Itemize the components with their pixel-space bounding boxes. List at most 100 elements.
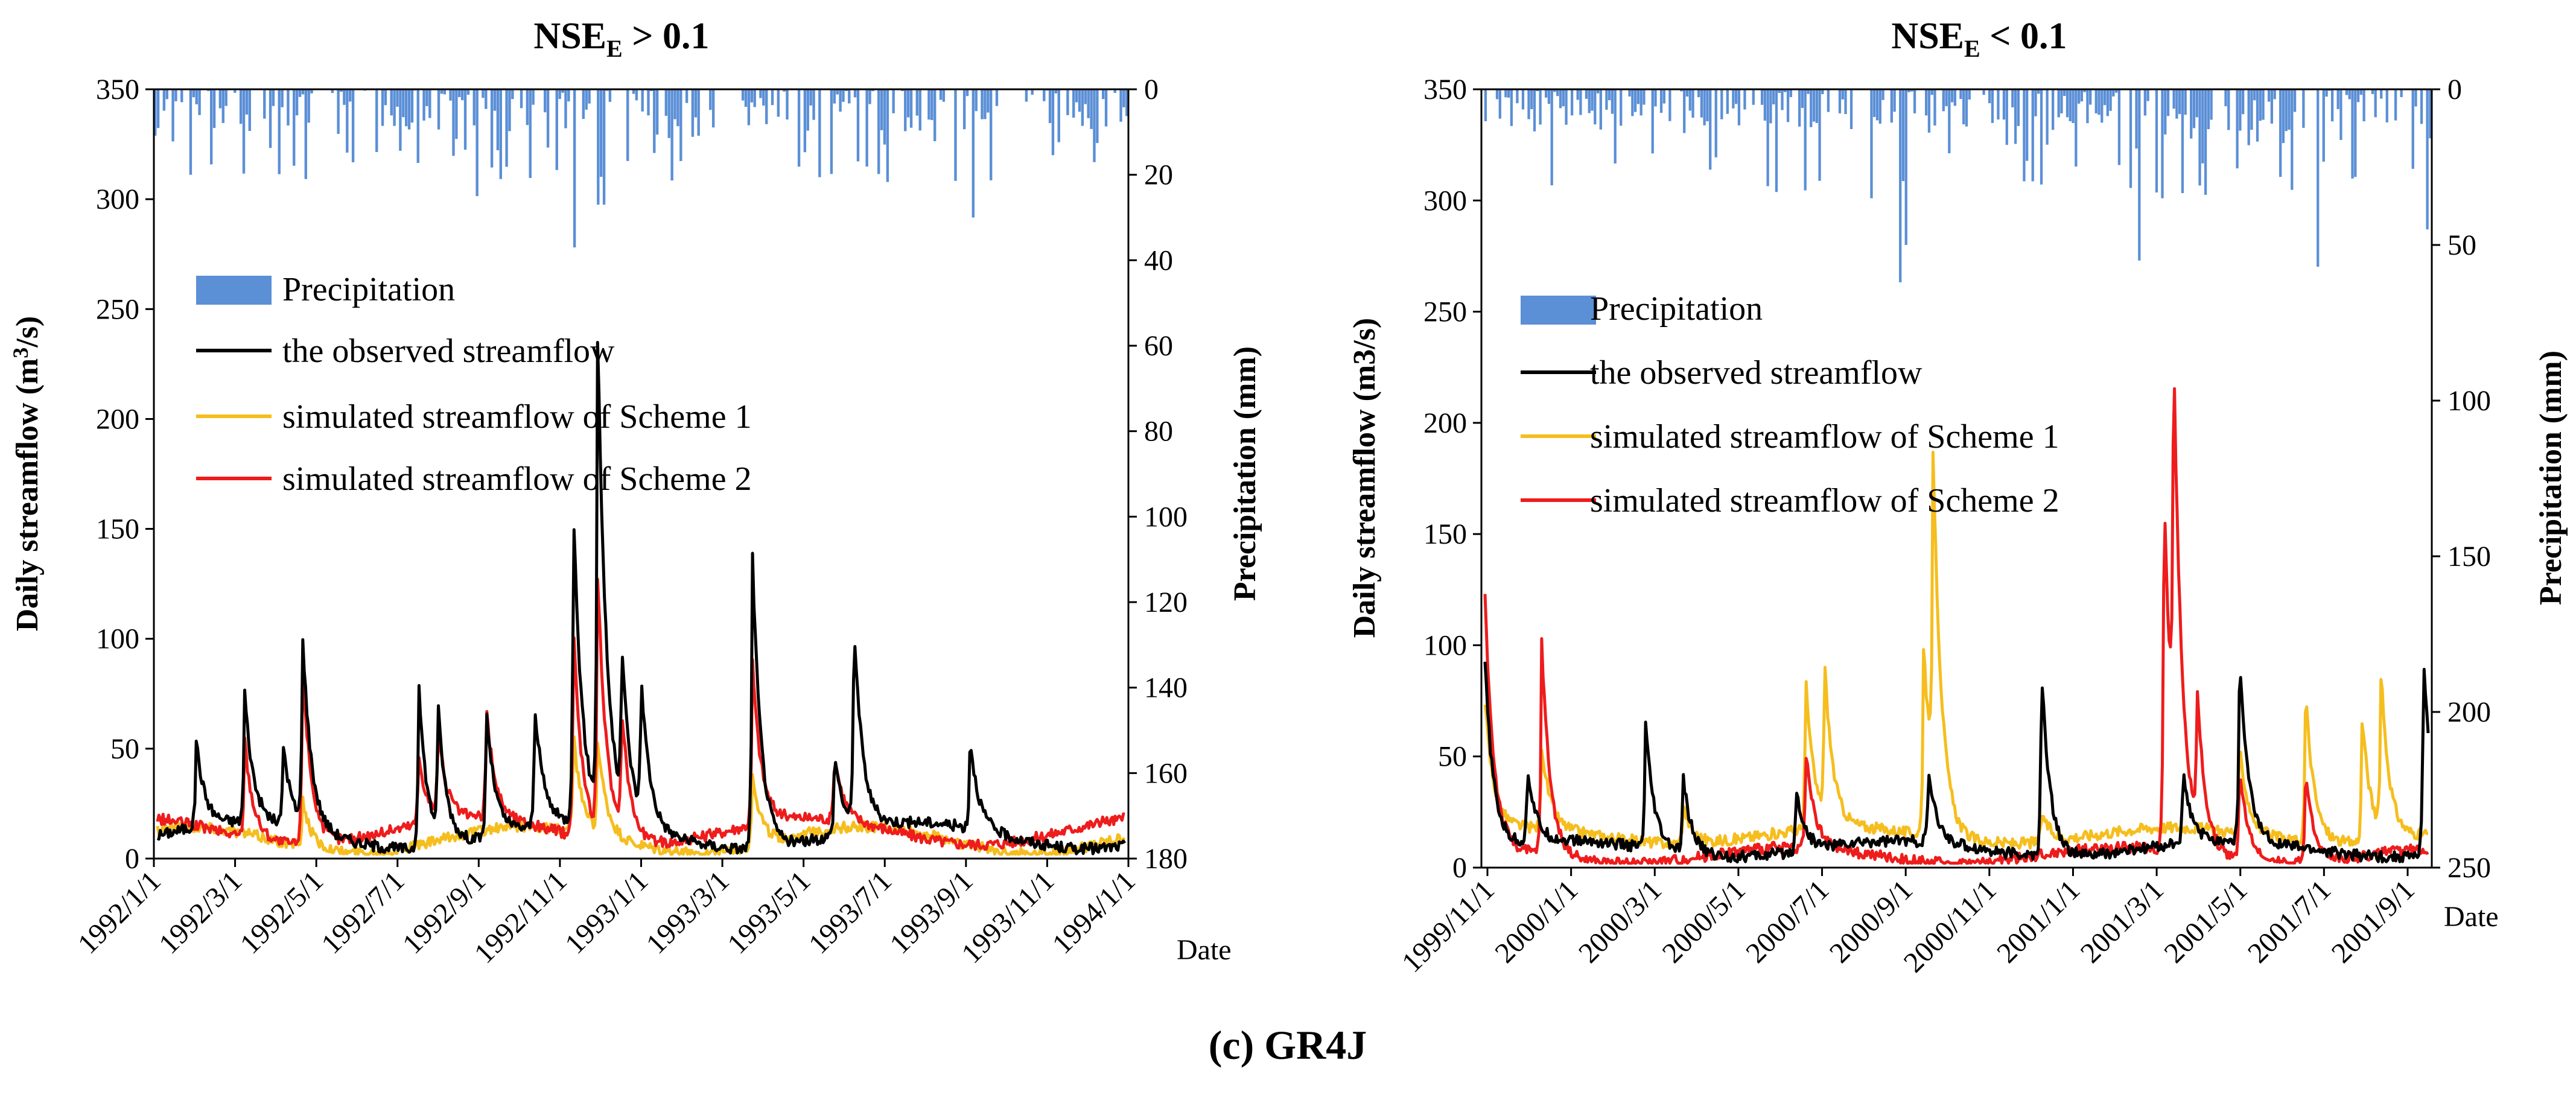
precip-bar [375,89,378,152]
precip-bar [1539,89,1542,125]
precip-bar [694,89,697,118]
legend-label-observed: the observed streamflow [1590,354,1922,392]
precip-bar [573,89,576,248]
precip-bar [2178,89,2181,115]
precip-bar [1072,89,1075,118]
y-tick-label: 150 [96,513,139,545]
precip-bar [1893,89,1896,112]
precip-bar [2414,89,2417,107]
precip-bar [1706,89,1709,122]
y2-tick-label: 100 [1144,501,1188,533]
precip-bar [248,89,252,131]
precip-bar [1651,89,1654,154]
precip-bar [995,89,999,106]
legend-swatch-precipitation [1521,296,1596,325]
legend-label-scheme2: simulated streamflow of Scheme 2 [282,460,752,498]
precip-bar [192,89,196,98]
precip-bar [2077,89,2081,104]
precip-bar [2374,89,2377,118]
precip-bar [918,89,921,131]
precip-bar [797,89,801,167]
precip-bar [2143,89,2147,116]
precip-bar [901,89,904,92]
precip-bar [2112,89,2115,97]
precip-bar [1735,89,1738,104]
precip-bar [171,89,174,142]
streamflow-lines-right [1483,387,2430,865]
precip-bar [1596,89,1600,94]
precip-bar [2046,89,2049,145]
precip-bar [496,89,500,151]
precip-bar [1683,89,1686,133]
precip-bar [1904,89,1907,245]
precip-bar [393,89,396,126]
precip-bar [1605,89,1608,110]
precip-bar [162,89,166,111]
precip-bar [1801,89,1804,108]
precip-bar [443,89,447,95]
precip-bar [962,89,966,130]
precip-bar [1927,89,1931,133]
y2-tick-label: 120 [1144,586,1188,618]
precip-bar [2429,89,2432,139]
legend-swatch-precipitation [196,276,272,305]
precip-bar [1991,89,1994,123]
precip-bar [599,89,603,177]
precip-bar [1818,89,1821,181]
precip-bar [1950,89,1954,103]
precip-bar [1700,89,1703,118]
precip-bar [511,89,514,100]
precip-bar [520,89,523,109]
precip-bar [2356,89,2360,103]
y-tick-label: 50 [1438,741,1467,773]
precip-bar [2362,89,2365,122]
precip-bar [635,89,638,101]
x-tick-label: 2000/5/1 [1656,874,1752,969]
precip-bar [567,89,570,102]
precip-bar [1545,89,1548,98]
precip-bar [307,89,310,123]
precip-bar [2420,89,2423,124]
precip-bar [1812,89,1816,122]
precip-bar [602,89,606,205]
precip-bar [747,89,751,125]
precip-bar [2339,89,2342,140]
precip-bar [2291,89,2294,190]
precip-bar [989,89,993,180]
precip-bar [1668,89,1671,121]
precip-bar [1849,89,1853,129]
precip-bar [676,89,679,127]
precip-bar [750,89,753,103]
precip-bar [1516,89,1519,104]
precip-bar [272,89,275,106]
precip-bar [2262,89,2265,120]
precip-bar [2117,89,2121,165]
precip-bar [2253,89,2256,101]
precip-bar [691,89,695,137]
precip-bar [234,89,237,93]
precip-bar [1933,89,1936,126]
x-tick-label: 1992/3/1 [153,865,248,960]
precip-bar [2210,89,2213,120]
precip-bar [1536,89,1539,92]
precip-bar [1054,89,1058,94]
precip-bar [2400,89,2403,97]
precip-bar [1565,89,1568,125]
y-tick-label: 100 [1423,629,1467,661]
y2-tick-label: 100 [2447,385,2491,417]
precip-bar [2014,89,2017,144]
precip-bar [224,89,227,106]
precip-bar [853,89,857,98]
y2-tick-label: 200 [2447,696,2491,728]
precip-bar [1714,89,1717,157]
precip-bar [1760,89,1764,105]
precip-bar [1720,89,1723,119]
precip-bar [987,89,990,113]
precip-bar [1620,89,1623,126]
precip-bar [673,89,676,119]
streamflow-lines-left [156,341,1127,856]
precip-bar [909,89,913,128]
y2-tick-label: 0 [1144,74,1159,106]
precip-bar [1925,89,1928,116]
y-tick-label: 100 [96,623,139,655]
